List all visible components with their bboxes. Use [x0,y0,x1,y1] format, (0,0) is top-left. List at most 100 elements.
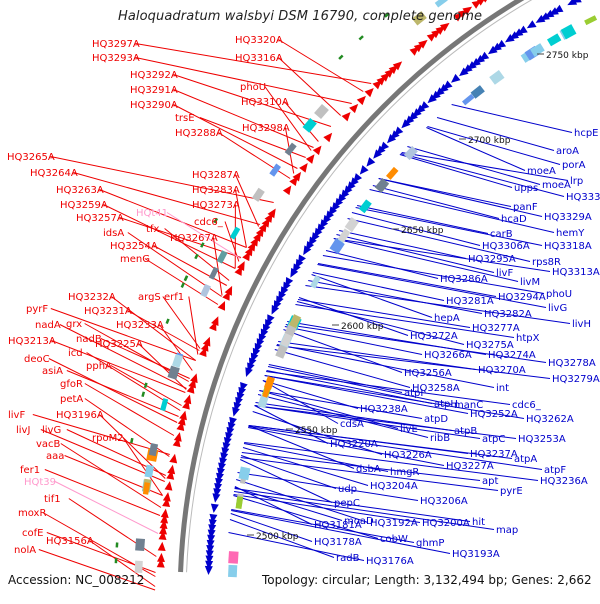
leader-line [452,105,572,133]
rna-feature-mark [184,276,188,282]
reverse-gene-label: phoU [546,289,572,300]
rna-feature-mark [194,254,198,260]
reverse-gene-label: HQ3306A [482,241,530,252]
forward-gene-label: icd [68,348,83,359]
function-class-block [135,561,143,573]
forward-gene-arrow [158,541,167,551]
reverse-gene-label: HQ3274A [488,350,536,361]
forward-gene-label: HQ3232A [68,292,116,303]
reverse-gene-label: udp [338,484,357,495]
function-class-block [386,167,398,180]
forward-gene-label: HQ3257A [76,213,124,224]
forward-gene-label: HQ3288A [175,128,223,139]
reverse-gene-label: livM [520,277,540,288]
reverse-gene-label: atpD [424,414,448,425]
forward-gene-label: grx [66,319,82,330]
function-class-block [547,33,561,46]
forward-gene-label: aaa [46,451,64,462]
forward-gene-arrow [218,299,229,310]
leader-line [45,470,160,516]
function-class-block [462,94,474,106]
reverse-gene-label: HQ3262A [526,414,574,425]
forward-gene-label: HQ3233A [116,320,164,331]
rna-feature-mark [130,438,133,443]
reverse-gene-label: hcaD [501,214,527,225]
reverse-gene-label: HQ3282A [484,309,532,320]
reverse-gene-label: HQ3266A [424,350,472,361]
function-class-block [135,538,145,551]
reverse-gene-label: HQ3238A [360,404,408,415]
forward-gene-label: asiA [42,366,63,377]
function-class-block [200,284,211,298]
forward-gene-label: HQ3298A [242,123,290,134]
reverse-gene-label: upps [514,183,538,194]
forward-gene-label: HQ3231A [84,306,132,317]
kbp-tick-label: 2750 kbp [546,51,589,61]
forward-gene-label: HQ3156A [46,536,94,547]
reverse-gene-label: radB [336,553,360,564]
forward-gene-label: HQ3254A [110,241,158,252]
forward-gene-label: vacB [36,439,61,450]
leader-line [235,488,342,521]
forward-gene-label: HQ3273A [192,200,240,211]
rna-feature-mark [116,542,119,547]
reverse-gene-label: HQ3227A [446,461,494,472]
forward-gene-label: HQ3290A [130,100,178,111]
reverse-gene-label: livH [572,319,591,330]
forward-gene-label: fer1 [20,465,40,476]
forward-gene-label: HQ3316A [235,53,283,64]
kbp-tick-label: 2650 kbp [401,226,444,236]
forward-gene-label: HQ3293A [92,53,140,64]
reverse-gene-label: HQ3237A [470,449,518,460]
forward-gene-label: HQ3196A [56,410,104,421]
trna-label: HQt39 [24,477,56,488]
forward-gene-arrow [169,453,179,463]
forward-gene-arrow [164,480,173,490]
reverse-gene-label: map [496,525,518,536]
reverse-gene-label: HQ3193A [452,549,500,560]
forward-gene-label: gfoR [60,379,83,390]
kbp-tick-label: 2700 kbp [468,136,511,146]
reverse-gene-label: livE [400,424,418,435]
forward-gene-label: argS [138,292,161,303]
reverse-gene-label: ribB [430,433,450,444]
reverse-gene-label: moeA [542,180,571,191]
forward-gene-label: livG [42,425,61,436]
forward-gene-label: menG [120,254,150,265]
reverse-gene-label: hepA [434,313,460,324]
function-class-block [172,354,183,368]
reverse-gene-label: atpF [544,465,566,476]
function-class-block [489,70,504,85]
reverse-gene-label: HQ3318A [544,241,592,252]
gene-labels: HQ3297AHQ3293AHQ3292AHQ3291AHQ3290AtrsEH… [7,35,600,567]
reverse-gene-arrow [208,514,217,524]
forward-gene-label: cofE [22,528,43,539]
rna-feature-mark [115,558,118,563]
forward-gene-label: livJ [16,425,30,436]
reverse-gene-label: HQ3200A [422,518,470,529]
forward-gene-label: livF [8,410,25,421]
forward-gene-arrow [357,93,369,105]
rna-feature-mark [144,383,148,389]
reverse-gene-label: int [496,383,509,394]
reverse-gene-label: ghmP [416,538,444,549]
reverse-gene-label: lrp [570,176,583,187]
forward-gene-label: HQ3287A [192,170,240,181]
reverse-gene-label: livG [548,303,567,314]
forward-gene-arrow [299,161,311,173]
reverse-gene-label: apt [482,476,498,487]
forward-gene-label: rpoM2 [92,433,124,444]
leader-line [278,40,363,92]
trna-label: HQt41 [136,208,168,219]
reverse-gene-label: HQ3181A [314,520,362,531]
reverse-gene-label: HQ3252A [470,409,518,420]
forward-gene-arrow [157,553,166,562]
rna-feature-mark [181,282,185,288]
reverse-gene-label: HQ3253A [518,434,566,445]
reverse-gene-label: atpA [514,454,537,465]
reverse-gene-label: HQ3313A [552,267,600,278]
genome-title: Haloquadratum walsbyi DSM 16790, complet… [0,9,600,24]
forward-gene-arrow [306,152,318,164]
